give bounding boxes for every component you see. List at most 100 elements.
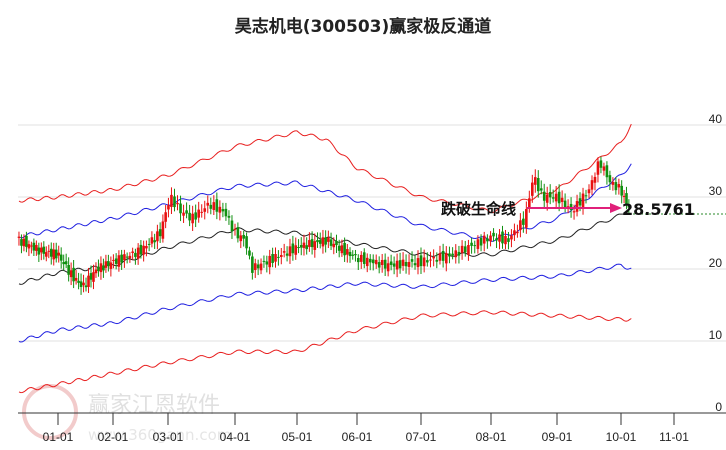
candle-body	[35, 245, 38, 251]
candle-body	[470, 242, 473, 246]
candle-body	[551, 197, 555, 199]
candle-body	[489, 235, 492, 242]
candle-body	[200, 211, 204, 213]
candle-body	[569, 203, 573, 210]
candle-body	[377, 262, 381, 268]
candle-body	[354, 254, 357, 256]
watermark-url: www.360gann.com	[88, 426, 231, 444]
candle-body	[593, 176, 597, 183]
candle-body	[495, 238, 498, 241]
x-tick-label: 01-01	[43, 430, 74, 444]
y-tick-label: 40	[709, 112, 723, 126]
candle-body	[294, 245, 298, 255]
candle-body	[164, 212, 167, 222]
candle-body	[324, 237, 327, 245]
candle-body	[410, 259, 414, 262]
x-tick-label: 10-01	[606, 430, 637, 444]
candle-body	[305, 245, 308, 250]
candle-body	[321, 237, 325, 247]
x-tick-label: 11-01	[659, 430, 689, 444]
candle-body	[242, 234, 245, 239]
x-tick-label: 04-01	[220, 430, 251, 444]
candle-body	[422, 257, 426, 267]
candle-body	[173, 196, 176, 208]
candle-body	[441, 251, 445, 261]
candle-body	[256, 264, 260, 269]
candle-body	[253, 263, 257, 271]
candle-body	[107, 261, 110, 267]
candle-body	[432, 257, 435, 259]
candle-body	[525, 209, 528, 228]
candle-body	[476, 239, 480, 249]
candle-body	[438, 253, 442, 261]
candle-body	[413, 263, 417, 266]
candle-body	[337, 245, 341, 251]
candle-body	[176, 202, 179, 205]
candle-body	[486, 238, 489, 242]
candle-body	[587, 189, 591, 194]
watermark-brand: 赢家江恩软件	[88, 393, 220, 418]
candle-body	[578, 198, 582, 206]
candle-body	[87, 275, 90, 287]
candle-body	[368, 258, 372, 263]
x-tick-label: 09-01	[542, 430, 573, 444]
candle-body	[209, 204, 213, 209]
candle-body	[158, 229, 162, 237]
candle-body	[380, 259, 384, 266]
candle-body	[473, 245, 477, 247]
candle-body	[224, 208, 228, 217]
candle-body	[299, 245, 303, 248]
candle-body	[575, 201, 579, 212]
candle-body	[608, 175, 612, 183]
candle-body	[507, 238, 510, 242]
candle-body	[316, 240, 319, 243]
candle-body	[297, 247, 300, 249]
chart-title: 昊志机电(300503)赢家极反通道	[234, 17, 492, 37]
band-lower-outer	[18, 310, 632, 394]
candle-body	[531, 182, 534, 196]
candle-body	[194, 212, 197, 220]
candle-body	[501, 231, 504, 244]
candle-body	[182, 212, 185, 216]
candle-body	[362, 252, 366, 264]
candle-body	[125, 256, 129, 258]
candle-body	[566, 206, 570, 208]
candle-body	[467, 245, 470, 255]
candle-body	[134, 252, 137, 257]
candle-body	[17, 236, 21, 238]
candle-body	[560, 197, 564, 202]
candle-body	[279, 254, 283, 257]
band-upper-inner	[18, 163, 632, 242]
candle-body	[221, 209, 225, 212]
candle-body	[401, 259, 405, 266]
candle-body	[448, 253, 451, 257]
candle-body	[49, 248, 53, 257]
candle-body	[627, 205, 631, 208]
band-lower-inner	[18, 263, 632, 343]
candle-body	[271, 254, 274, 263]
candle-body	[332, 243, 336, 248]
x-tick-label: 06-01	[342, 430, 373, 444]
candle-body	[179, 203, 182, 214]
candle-body	[516, 231, 519, 234]
candle-body	[318, 240, 322, 244]
candle-body	[25, 235, 28, 247]
arrow-head	[610, 203, 622, 213]
candle-body	[383, 259, 387, 269]
candle-body	[218, 206, 222, 213]
candle-body	[22, 238, 26, 247]
candle-body	[251, 256, 254, 273]
candle-body	[533, 177, 537, 185]
candle-body	[32, 242, 36, 251]
candle-body	[504, 235, 507, 245]
x-tick-label: 07-01	[406, 430, 437, 444]
candle-body	[545, 194, 549, 203]
candle-body	[611, 181, 615, 185]
candle-body	[142, 245, 145, 255]
candle-body	[227, 215, 231, 218]
candle-body	[62, 262, 65, 265]
candle-body	[398, 260, 402, 269]
candle-body	[156, 231, 159, 242]
candle-body	[622, 195, 626, 197]
candle-body	[59, 254, 63, 261]
